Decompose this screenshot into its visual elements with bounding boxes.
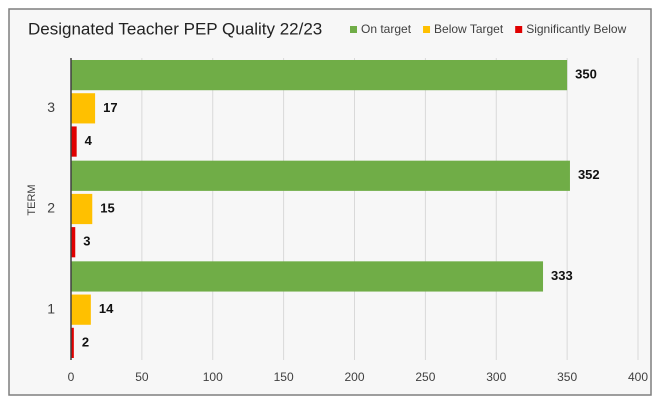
data-label: 350 [575,67,597,82]
data-label: 15 [100,200,114,215]
x-tick-label: 300 [486,370,506,384]
x-tick-label: 50 [135,370,149,384]
data-label: 352 [578,167,600,182]
bar [71,294,91,325]
bar [71,193,93,225]
data-label: 17 [103,100,117,115]
bar [71,327,74,358]
y-tick-label: 3 [47,99,55,115]
bar [71,160,570,191]
data-label: 4 [85,133,93,148]
data-label: 333 [551,268,573,283]
data-label: 2 [82,334,89,349]
bar [71,227,76,258]
bar [71,60,568,91]
x-tick-label: 200 [344,370,364,384]
legend-label: Significantly Below [526,22,626,36]
y-axis-label: TERM [26,184,38,215]
bar [71,126,77,157]
legend-swatch [423,26,431,33]
bar [71,93,96,124]
data-label: 14 [99,301,114,316]
data-label: 3 [83,234,90,249]
legend-swatch [515,26,523,33]
legend-label: Below Target [434,22,504,36]
y-tick-label: 1 [47,300,55,316]
bar [71,261,544,292]
x-tick-label: 0 [68,370,75,384]
x-tick-label: 250 [415,370,435,384]
legend-label: On target [361,22,412,36]
legend-swatch [350,26,357,33]
x-tick-label: 100 [203,370,223,384]
x-tick-label: 350 [557,370,577,384]
x-tick-label: 150 [274,370,294,384]
x-tick-label: 400 [628,370,648,384]
y-tick-label: 2 [47,200,55,216]
chart-title: Designated Teacher PEP Quality 22/23 [28,19,322,38]
